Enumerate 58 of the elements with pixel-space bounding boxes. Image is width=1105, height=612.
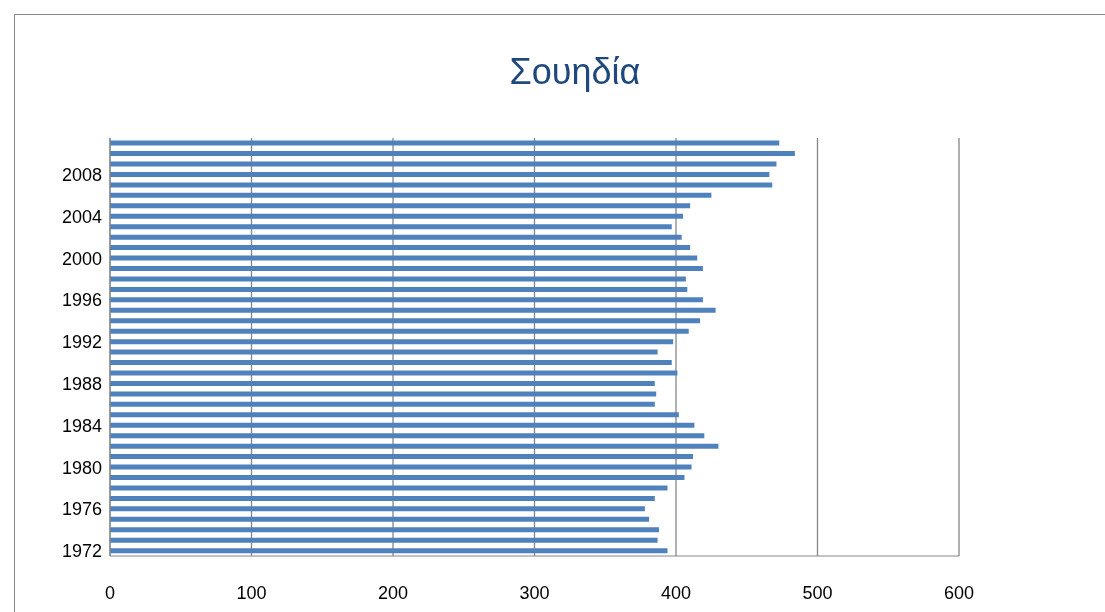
bar [110,464,692,470]
bar [110,213,684,219]
bar [110,276,686,282]
bar [110,255,698,261]
x-tick-label: 100 [236,582,267,603]
bar [110,370,678,376]
y-tick-label: 1996 [61,290,102,311]
bar [110,360,672,366]
bar [110,307,716,313]
bar [110,328,689,334]
y-tick-label: 2008 [61,164,102,185]
bar [110,286,688,292]
bar [110,433,705,439]
bar [110,224,672,230]
bar [110,161,777,167]
bar [110,245,691,251]
bar [110,548,668,554]
bar [110,516,650,522]
bar [110,537,658,543]
bar [110,443,719,449]
bar [110,401,655,407]
bar [110,506,645,512]
bar [110,266,703,272]
bar [110,171,770,177]
x-tick-label: 400 [660,582,692,603]
bar [110,422,695,428]
bar [110,391,657,397]
bar [110,192,712,198]
bar [110,380,655,386]
bar [110,527,660,533]
y-tick-label: 2000 [61,248,102,269]
y-tick-label: 1984 [61,415,102,436]
x-tick-label: 500 [802,582,833,603]
bar [110,485,668,491]
bar [110,339,674,345]
y-tick-label: 1992 [61,332,102,353]
y-tick-label: 1972 [61,541,102,562]
bar [110,182,773,188]
bar [110,203,691,209]
bar [110,140,780,146]
chart-title: Σουηδία [509,51,641,92]
bar [110,349,658,355]
bar [110,151,795,157]
y-tick-label: 1976 [61,499,102,520]
x-tick-label: 600 [943,582,975,603]
x-tick-label: 300 [519,582,550,603]
x-tick-label: 200 [377,582,409,603]
bar [110,234,682,240]
bar [110,475,685,481]
y-tick-label: 1988 [61,373,102,394]
y-tick-label: 1980 [61,457,102,478]
x-tick-label: 0 [104,582,116,603]
bar [110,454,693,460]
bar [110,412,679,418]
bar [110,297,703,303]
bar [110,495,655,501]
y-tick-label: 2004 [61,206,102,227]
bar [110,318,701,324]
